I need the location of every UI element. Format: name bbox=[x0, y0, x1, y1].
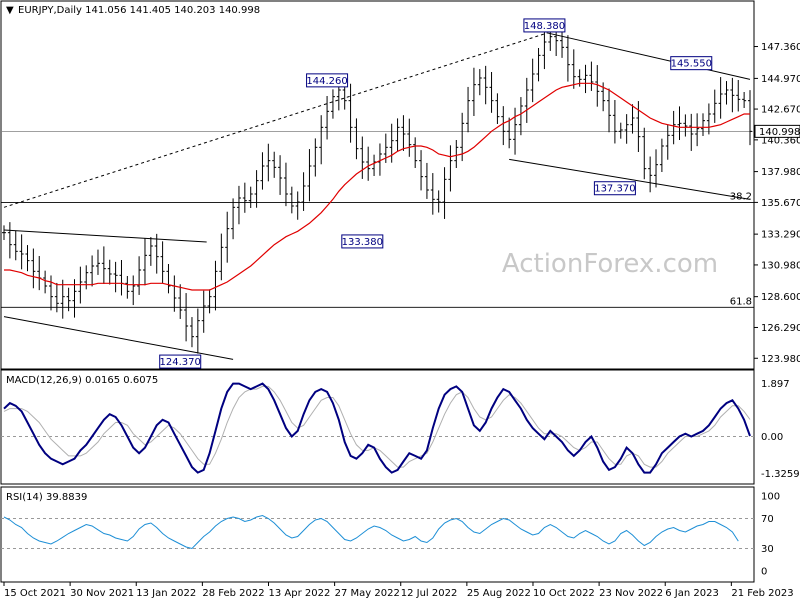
price-tick-label: 140.360 bbox=[761, 135, 800, 146]
price-tick-label: 123.980 bbox=[761, 354, 800, 365]
macd-tick-label: 1.897 bbox=[761, 379, 790, 390]
price-annotation-label: 144.260 bbox=[306, 76, 347, 87]
price-tick-label: 133.290 bbox=[761, 230, 800, 241]
price-annotation-box bbox=[593, 181, 636, 196]
price-tick-label: 144.970 bbox=[761, 74, 800, 85]
price-annotation-box bbox=[306, 73, 349, 88]
left-lower-line bbox=[3, 316, 234, 360]
time-tick-label: 13 Jan 2022 bbox=[136, 588, 196, 599]
price-tick-label: 142.670 bbox=[761, 105, 800, 116]
time-tick-label: 6 Jan 2023 bbox=[665, 588, 719, 599]
price-annotation-label: 124.370 bbox=[160, 357, 201, 368]
time-tick-label: 12 Jul 2022 bbox=[401, 588, 458, 599]
chart-menu-icon[interactable]: ▼ bbox=[6, 5, 14, 16]
rsi-header: RSI(14) 39.8839 bbox=[6, 492, 87, 503]
price-annotations: 148.380 144.260 145.550 137.370 133.380 124.3… bbox=[159, 18, 713, 369]
moving-average-line bbox=[4, 82, 750, 291]
price-annotation-box bbox=[341, 234, 384, 249]
time-tick-label: 28 Feb 2022 bbox=[202, 588, 264, 599]
macd-tick-label: -1.3259 bbox=[761, 469, 800, 480]
left-upper-line bbox=[3, 229, 207, 243]
fib-level-label: 38.2 bbox=[730, 191, 752, 202]
rsi-tick-label: 100 bbox=[761, 492, 780, 503]
macd-signal-line bbox=[3, 385, 751, 468]
time-axis: 15 Oct 2021 30 Nov 2021 13 Jan 2022 28 Feb … bbox=[3, 582, 794, 599]
time-tick-label: 25 Aug 2022 bbox=[467, 588, 531, 599]
price-annotation-label: 133.380 bbox=[342, 237, 383, 248]
time-tick-label: 23 Nov 2022 bbox=[599, 588, 663, 599]
price-panel bbox=[0, 0, 755, 370]
rsi-line bbox=[3, 514, 739, 550]
time-tick-label: 15 Oct 2021 bbox=[4, 588, 66, 599]
rsi-panel bbox=[0, 486, 755, 583]
price-tick-label: 135.670 bbox=[761, 198, 800, 209]
price-tick-label: 147.360 bbox=[761, 42, 800, 53]
price-annotation-label: 145.550 bbox=[671, 59, 712, 70]
price-tick-label: 128.600 bbox=[761, 292, 800, 303]
rsi-tick-label: 70 bbox=[761, 514, 774, 525]
dashed-trendline bbox=[3, 32, 548, 208]
price-header: EURJPY,Daily 141.056 141.405 140.203 140… bbox=[18, 5, 260, 16]
current-price-box bbox=[754, 124, 800, 138]
current-price-label: 140.998 bbox=[759, 127, 800, 138]
rsi-series: 100 70 30 0 bbox=[1, 492, 780, 578]
price-annotation-label: 148.380 bbox=[524, 21, 565, 32]
rsi-tick-label: 0 bbox=[761, 567, 767, 578]
time-tick-label: 13 Apr 2022 bbox=[268, 588, 330, 599]
trendlines bbox=[3, 32, 751, 360]
price-annotation-box bbox=[523, 18, 566, 33]
price-tick-label: 126.290 bbox=[761, 323, 800, 334]
macd-series: 1.897 0.00 -1.3259 bbox=[1, 379, 800, 480]
macd-tick-label: 0.00 bbox=[761, 432, 783, 443]
macd-header: MACD(12,26,9) 0.0165 0.6075 bbox=[6, 375, 158, 386]
price-annotation-label: 137.370 bbox=[594, 184, 635, 195]
fib-level-label: 61.8 bbox=[730, 296, 752, 307]
price-axis: 147.360 144.970 142.670 140.360 137.980 135.6… bbox=[754, 42, 800, 365]
rsi-tick-label: 30 bbox=[761, 544, 774, 555]
price-annotation-box bbox=[670, 56, 713, 71]
upper-channel-line bbox=[547, 32, 751, 80]
price-levels: 38.2 61.8 bbox=[1, 130, 754, 308]
macd-line bbox=[3, 382, 751, 474]
time-tick-label: 27 May 2022 bbox=[335, 588, 400, 599]
price-tick-label: 137.980 bbox=[761, 167, 800, 178]
price-series bbox=[2, 19, 752, 354]
price-tick-label: 130.980 bbox=[761, 260, 800, 271]
price-annotation-box bbox=[159, 354, 202, 369]
lower-channel-line bbox=[509, 158, 751, 200]
macd-panel bbox=[0, 369, 755, 485]
watermark: ActionForex.com bbox=[502, 249, 718, 279]
time-tick-label: 30 Nov 2021 bbox=[70, 588, 134, 599]
time-tick-label: 21 Feb 2023 bbox=[731, 588, 793, 599]
time-tick-label: 10 Oct 2022 bbox=[533, 588, 595, 599]
